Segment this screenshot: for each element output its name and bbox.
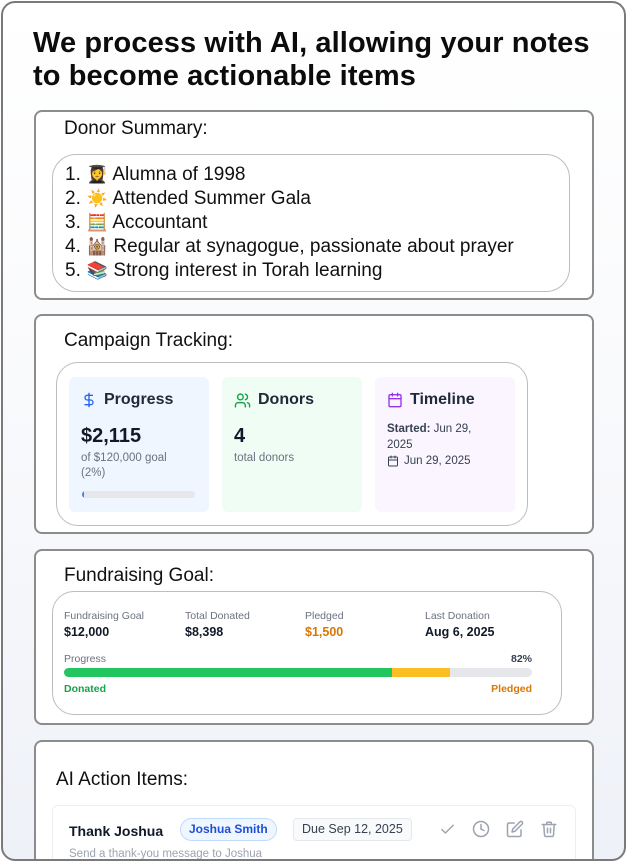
dollar-icon (84, 392, 94, 408)
donor-summary-title: Donor Summary: (64, 118, 208, 139)
graduate-icon: 👩‍🎓 (86, 165, 108, 184)
summary-item: 3. 🧮 Accountant (65, 212, 208, 233)
fundraising-goal-title: Fundraising Goal: (64, 565, 214, 586)
donors-label: Donors (258, 391, 314, 408)
sun-icon: ☀️ (86, 189, 108, 208)
summary-item: 2. ☀️ Attended Summer Gala (65, 188, 311, 209)
action-item-row[interactable]: Thank Joshua Joshua Smith Due Sep 12, 20… (52, 805, 576, 859)
stat-pledged: Pledged $1,500 (305, 610, 344, 639)
donor-summary-card: Donor Summary: 1. 👩‍🎓 Alumna of 1998 2. … (34, 110, 594, 300)
campaign-progress-fill (82, 491, 85, 498)
campaign-tiles-box: Progress $2,115 of $120,000 goal (2%) Do… (56, 362, 528, 526)
timeline-tile: Timeline Started: Jun 29, 2025 Jun 29, 2… (375, 377, 515, 512)
action-item-title: Thank Joshua (69, 823, 164, 839)
goal-progress-percent: 82% (510, 653, 532, 665)
edit-icon[interactable] (505, 819, 525, 839)
due-date-badge: Due Sep 12, 2025 (293, 818, 412, 841)
clock-icon[interactable] (471, 819, 491, 839)
donors-count: 4 (234, 425, 246, 447)
fundraising-goal-card: Fundraising Goal: Fundraising Goal $12,0… (34, 549, 594, 725)
campaign-tracking-title: Campaign Tracking: (64, 330, 233, 351)
page-headline: We process with AI, allowing your notes … (33, 27, 590, 92)
progress-tile: Progress $2,115 of $120,000 goal (2%) (69, 377, 209, 512)
calendar-icon (388, 392, 402, 408)
summary-item: 1. 👩‍🎓 Alumna of 1998 (65, 164, 246, 185)
donor-summary-list-box: 1. 👩‍🎓 Alumna of 1998 2. ☀️ Attended Sum… (52, 154, 570, 292)
assignee-badge[interactable]: Joshua Smith (180, 818, 277, 841)
summary-item: 5. 📚 Strong interest in Torah learning (65, 260, 383, 281)
books-icon: 📚 (86, 261, 108, 280)
donor-summary-list: 1. 👩‍🎓 Alumna of 1998 2. ☀️ Attended Sum… (65, 163, 514, 283)
ai-action-items-card: AI Action Items: Thank Joshua Joshua Smi… (34, 740, 594, 859)
timeline-label: Timeline (410, 391, 475, 408)
trash-icon[interactable] (539, 819, 559, 839)
users-icon (234, 392, 251, 408)
stat-goal: Fundraising Goal $12,000 (64, 610, 144, 639)
donated-legend: Donated (64, 683, 106, 695)
donated-segment (64, 668, 392, 677)
check-icon[interactable] (437, 819, 457, 839)
pledged-legend: Pledged (491, 683, 532, 695)
stat-last-donation: Last Donation Aug 6, 2025 (425, 610, 495, 639)
action-item-controls (437, 819, 559, 839)
stat-total-donated: Total Donated $8,398 (185, 610, 250, 639)
fundraising-box: Fundraising Goal $12,000 Total Donated $… (52, 591, 562, 715)
progress-amount: $2,115 (81, 425, 142, 447)
donors-tile: Donors 4 total donors (222, 377, 362, 512)
progress-detail: of $120,000 goal (2%) (81, 452, 167, 479)
goal-progress-bar (64, 668, 532, 677)
goal-progress-label: Progress (64, 653, 107, 665)
campaign-progress-bar (82, 491, 195, 498)
timeline-date: Jun 29, 2025 (387, 455, 503, 467)
progress-label: Progress (104, 391, 174, 408)
abacus-icon: 🧮 (86, 213, 108, 232)
campaign-tracking-card: Campaign Tracking: Progress $2,115 of $1… (34, 314, 594, 534)
ai-action-items-title: AI Action Items: (56, 769, 188, 790)
donors-detail: total donors (234, 452, 295, 464)
timeline-started: Started: Jun 29, 2025 (387, 423, 472, 451)
calendar-small-icon (388, 455, 398, 467)
synagogue-icon: 🕍 (86, 237, 108, 256)
pledged-segment (391, 668, 451, 677)
summary-item: 4. 🕍 Regular at synagogue, passionate ab… (65, 236, 514, 257)
